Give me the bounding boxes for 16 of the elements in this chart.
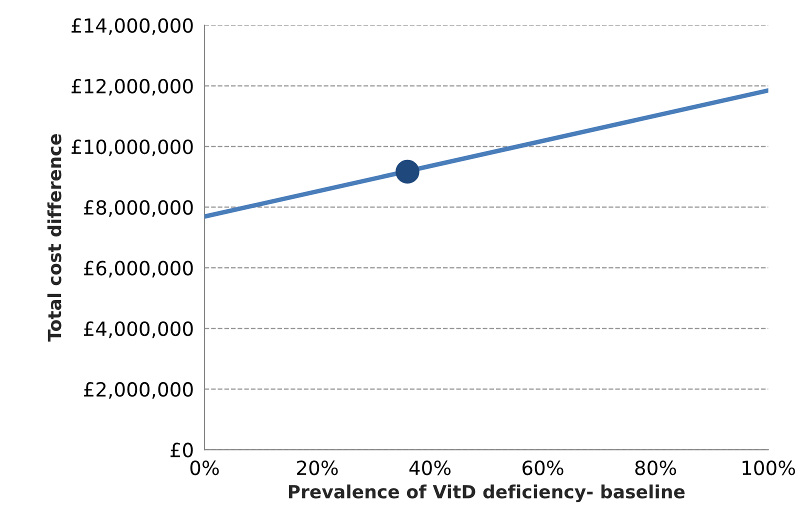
- y-tick-label: £0: [170, 442, 193, 458]
- x-tick-label: 60%: [522, 460, 564, 476]
- x-tick-label: 0%: [190, 460, 219, 476]
- x-tick-label: 40%: [409, 460, 451, 476]
- y-tick-label: £10,000,000: [72, 139, 193, 156]
- y-tick-label: £8,000,000: [84, 200, 193, 217]
- x-tick-label: 80%: [635, 460, 676, 476]
- x-axis-title: Prevalence of VitD deficiency- baseline: [288, 484, 685, 502]
- y-tick-label: £12,000,000: [72, 78, 193, 96]
- y-tick-label: £2,000,000: [84, 382, 193, 399]
- y-tick-label: £4,000,000: [84, 321, 193, 338]
- y-tick-label: £6,000,000: [84, 260, 193, 278]
- y-axis-title: Total cost difference: [47, 134, 62, 342]
- x-tick-label: 100%: [742, 460, 796, 476]
- x-tick-label: 20%: [297, 460, 338, 476]
- y-tick-label: £14,000,000: [72, 18, 193, 35]
